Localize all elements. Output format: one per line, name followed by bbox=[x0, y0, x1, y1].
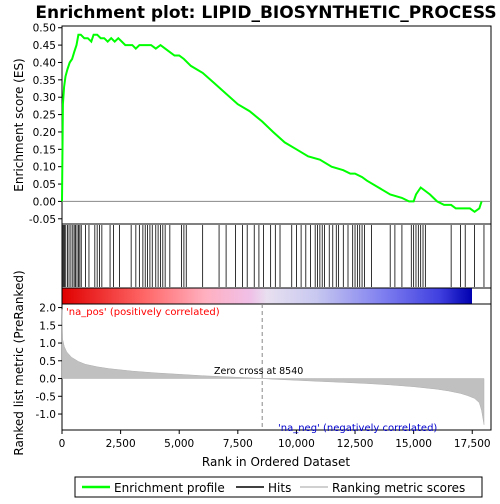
es-y-tick-label: 0.05 bbox=[33, 179, 56, 191]
es-panel: -0.05 0.00 0.05 0.10 0.15 0.20 0.25 0.30 0.35 0.4… bbox=[12, 23, 492, 226]
rank-gradient bbox=[62, 288, 472, 304]
enrichment-profile-line bbox=[61, 33, 483, 214]
es-y-tick-label: 0.15 bbox=[33, 144, 56, 156]
es-y-tick-label: 0.45 bbox=[33, 40, 56, 52]
es-y-tick-label: 0.10 bbox=[33, 162, 56, 174]
rank-color-bar bbox=[61, 287, 492, 305]
zero-cross-label: Zero cross at 8540 bbox=[214, 366, 303, 377]
es-y-tick-label: 0.00 bbox=[33, 196, 56, 208]
metric-y-tick-label: -0.5 bbox=[36, 391, 57, 403]
x-tick-label: 2,500 bbox=[106, 438, 136, 450]
es-y-tick-label: 0.20 bbox=[33, 127, 56, 139]
hit-marks bbox=[62, 225, 485, 287]
ranking-metric-area bbox=[61, 309, 485, 425]
metric-y-tick-label: 1.0 bbox=[39, 338, 56, 350]
es-y-tick-label: 0.25 bbox=[33, 110, 56, 122]
legend-hits-label: Hits bbox=[268, 481, 291, 495]
x-tick-label: 10,000 bbox=[278, 438, 315, 450]
metric-panel-frame bbox=[61, 303, 492, 431]
metric-y-axis: -1.0 -0.5 0.0 0.5 1.0 1.5 2.0 bbox=[36, 303, 62, 421]
legend-metric-label: Ranking metric scores bbox=[332, 481, 465, 495]
es-y-tick-label: 0.30 bbox=[33, 92, 56, 104]
es-y-tick-label: -0.05 bbox=[29, 214, 56, 226]
es-y-tick-label: 0.40 bbox=[33, 57, 56, 69]
metric-y-tick-label: 0.0 bbox=[39, 374, 56, 386]
metric-x-axis: 0 2,500 5,000 7,500 10,000 12,500 15,000 17,500 bbox=[59, 430, 491, 450]
negative-correlation-label: 'na_neg' (negatively correlated) bbox=[278, 423, 437, 434]
es-y-axis-label: Enrichment score (ES) bbox=[12, 58, 26, 191]
x-tick-label: 17,500 bbox=[454, 438, 491, 450]
metric-y-axis-label: Ranked list metric (PreRanked) bbox=[12, 270, 26, 455]
legend-enrichment-label: Enrichment profile bbox=[114, 481, 225, 495]
metric-y-tick-label: 1.5 bbox=[39, 320, 56, 332]
metric-y-tick-label: 0.5 bbox=[39, 356, 56, 368]
es-y-axis: -0.05 0.00 0.05 0.10 0.15 0.20 0.25 0.30 0.35 0.4… bbox=[29, 23, 62, 226]
legend: Enrichment profile Hits Ranking metric s… bbox=[74, 476, 483, 498]
x-tick-label: 15,000 bbox=[395, 438, 432, 450]
x-tick-label: 0 bbox=[59, 438, 66, 450]
enrichment-profile-path bbox=[61, 33, 483, 214]
metric-y-tick-label: -1.0 bbox=[36, 409, 57, 421]
positive-correlation-label: 'na_pos' (positively correlated) bbox=[66, 307, 220, 318]
x-tick-label: 12,500 bbox=[337, 438, 374, 450]
es-y-tick-label: 0.35 bbox=[33, 75, 56, 87]
x-axis-label: Rank in Ordered Dataset bbox=[202, 455, 350, 469]
x-tick-label: 7,500 bbox=[223, 438, 253, 450]
legend-frame bbox=[74, 476, 483, 498]
ranking-metric-fill bbox=[61, 309, 485, 425]
es-panel-frame bbox=[61, 25, 492, 225]
hits-panel-frame bbox=[61, 223, 492, 289]
es-y-tick-label: 0.50 bbox=[33, 23, 56, 35]
x-tick-label: 5,000 bbox=[164, 438, 194, 450]
metric-y-tick-label: 2.0 bbox=[39, 303, 56, 315]
chart-title: Enrichment plot: LIPID_BIOSYNTHETIC_PROC… bbox=[35, 3, 496, 23]
hits-panel bbox=[61, 223, 492, 289]
metric-panel: -1.0 -0.5 0.0 0.5 1.0 1.5 2.0 0 2,500 5,000 7,500… bbox=[12, 270, 492, 469]
